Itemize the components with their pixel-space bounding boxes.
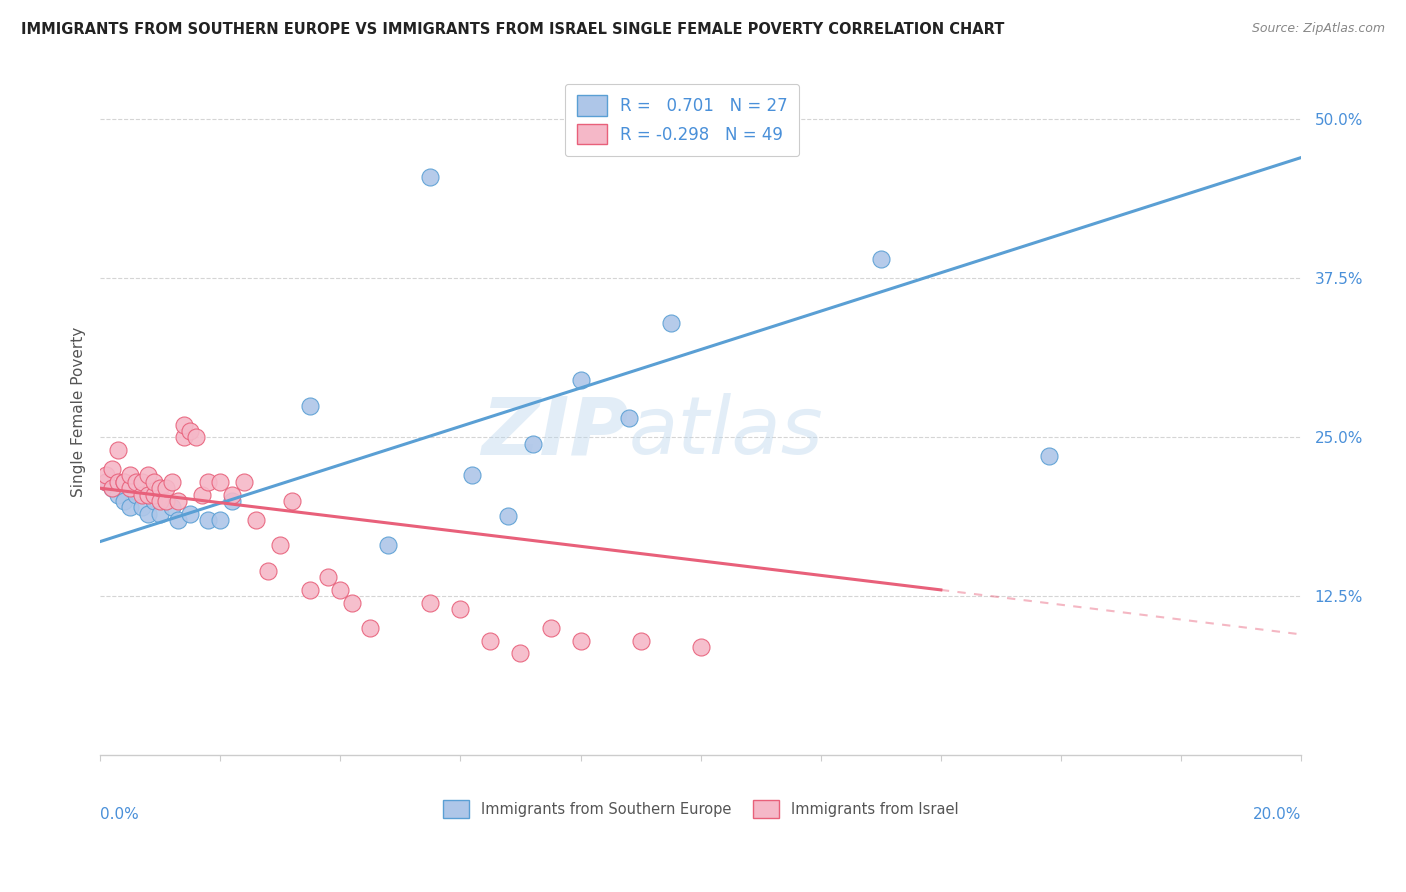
Point	[101, 481, 124, 495]
Point	[136, 507, 159, 521]
Point	[329, 582, 352, 597]
Point	[569, 373, 592, 387]
Point	[155, 481, 177, 495]
Point	[659, 316, 682, 330]
Point	[197, 513, 219, 527]
Point	[167, 494, 190, 508]
Text: ZIP: ZIP	[481, 393, 628, 472]
Point	[94, 475, 117, 489]
Point	[209, 513, 232, 527]
Point	[149, 494, 172, 508]
Point	[257, 564, 280, 578]
Point	[143, 494, 166, 508]
Text: 0.0%: 0.0%	[100, 806, 139, 822]
Point	[630, 633, 652, 648]
Text: Source: ZipAtlas.com: Source: ZipAtlas.com	[1251, 22, 1385, 36]
Point	[419, 596, 441, 610]
Point	[120, 481, 142, 495]
Point	[233, 475, 256, 489]
Point	[509, 647, 531, 661]
Point	[179, 424, 201, 438]
Point	[1038, 450, 1060, 464]
Point	[377, 538, 399, 552]
Point	[94, 475, 117, 489]
Point	[160, 475, 183, 489]
Point	[269, 538, 291, 552]
Point	[191, 487, 214, 501]
Point	[107, 443, 129, 458]
Point	[869, 252, 891, 267]
Point	[359, 621, 381, 635]
Point	[479, 633, 502, 648]
Point	[149, 507, 172, 521]
Point	[342, 596, 364, 610]
Point	[221, 487, 243, 501]
Point	[689, 640, 711, 654]
Point	[131, 487, 153, 501]
Point	[522, 436, 544, 450]
Point	[498, 509, 520, 524]
Point	[94, 468, 117, 483]
Point	[131, 500, 153, 515]
Point	[167, 513, 190, 527]
Point	[107, 487, 129, 501]
Point	[449, 602, 471, 616]
Text: 20.0%: 20.0%	[1253, 806, 1301, 822]
Point	[569, 633, 592, 648]
Point	[107, 475, 129, 489]
Point	[540, 621, 562, 635]
Point	[299, 582, 322, 597]
Point	[221, 494, 243, 508]
Point	[149, 481, 172, 495]
Text: atlas: atlas	[628, 393, 824, 472]
Text: IMMIGRANTS FROM SOUTHERN EUROPE VS IMMIGRANTS FROM ISRAEL SINGLE FEMALE POVERTY : IMMIGRANTS FROM SOUTHERN EUROPE VS IMMIG…	[21, 22, 1004, 37]
Y-axis label: Single Female Poverty: Single Female Poverty	[72, 326, 86, 497]
Point	[617, 411, 640, 425]
Point	[112, 475, 135, 489]
Point	[125, 487, 148, 501]
Point	[125, 475, 148, 489]
Point	[281, 494, 304, 508]
Point	[209, 475, 232, 489]
Point	[160, 500, 183, 515]
Point	[101, 481, 124, 495]
Point	[101, 462, 124, 476]
Point	[120, 468, 142, 483]
Point	[120, 500, 142, 515]
Point	[245, 513, 267, 527]
Point	[197, 475, 219, 489]
Point	[173, 417, 195, 432]
Point	[112, 494, 135, 508]
Point	[131, 475, 153, 489]
Point	[143, 487, 166, 501]
Point	[419, 169, 441, 184]
Point	[143, 475, 166, 489]
Point	[136, 468, 159, 483]
Point	[155, 494, 177, 508]
Legend: Immigrants from Southern Europe, Immigrants from Israel: Immigrants from Southern Europe, Immigra…	[437, 794, 965, 823]
Point	[186, 430, 208, 444]
Point	[461, 468, 484, 483]
Point	[112, 475, 135, 489]
Point	[136, 487, 159, 501]
Point	[299, 399, 322, 413]
Point	[173, 430, 195, 444]
Point	[318, 570, 340, 584]
Point	[179, 507, 201, 521]
